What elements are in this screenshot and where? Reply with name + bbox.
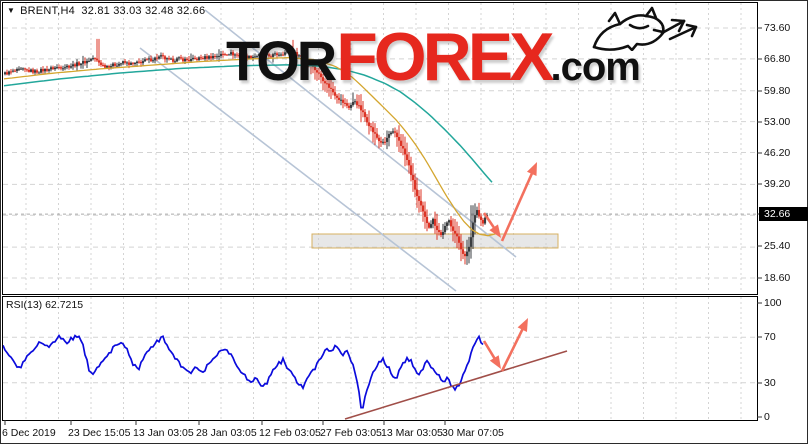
logo-text-com: .com [550, 45, 640, 89]
rsi-pane[interactable] [2, 318, 568, 420]
symbol-timeframe-label: BRENT,H4 [20, 5, 75, 17]
grid-layer [3, 3, 757, 419]
price-axis-label: 39.20 [764, 178, 791, 190]
rsi-axis-label: 70 [764, 331, 776, 343]
time-axis-label: 27 Feb 03:05 [320, 427, 382, 439]
price-axis-label: 25.40 [764, 240, 791, 252]
price-axis-label: 46.20 [764, 147, 791, 159]
rsi-forecast-arrows[interactable] [482, 318, 528, 372]
time-axis-label: 30 Mar 07:05 [442, 427, 504, 439]
ma-slow-line [3, 64, 493, 183]
time-axis-label: 28 Jan 03:05 [196, 427, 257, 439]
time-axis-label: 13 Mar 03:05 [381, 427, 443, 439]
descending-channel-line[interactable] [204, 9, 517, 258]
logo-text-tor: TOR [226, 29, 337, 92]
symbol-bar: ▼ BRENT,H4 32.81 33.03 32.48 32.66 [7, 5, 205, 17]
price-axis-label: 18.60 [764, 272, 791, 284]
time-axis-label: 13 Jan 03:05 [133, 427, 194, 439]
time-axis-label: 23 Dec 15:05 [68, 427, 131, 439]
time-axis[interactable]: 6 Dec 2019 23 Dec 15:05 13 Jan 03:05 28 Jan… [0, 424, 808, 444]
time-axis-label: 6 Dec 2019 [2, 427, 56, 439]
main-chart-pane[interactable] [3, 9, 757, 292]
price-axis-label: 66.80 [764, 53, 791, 65]
price-axis[interactable]: 73.60 66.80 59.80 53.00 46.20 39.20 25.40 18.60… [758, 0, 808, 424]
descending-channel-line[interactable] [139, 47, 457, 292]
rsi-axis-label: 0 [764, 411, 770, 423]
rsi-axis[interactable]: 100 70 30 0 [758, 0, 808, 424]
price-axis-label: 59.80 [764, 85, 791, 97]
current-price-tag: 32.66 [759, 207, 808, 221]
time-axis-label: 12 Feb 03:05 [259, 427, 321, 439]
torforex-logo: TOR FOREX .com [226, 18, 641, 96]
support-zone[interactable] [311, 233, 559, 249]
logo-text-forex: FOREX [336, 19, 554, 95]
rsi-trendline[interactable] [344, 350, 568, 420]
rsi-line [2, 334, 484, 409]
forecast-arrows[interactable] [482, 162, 537, 242]
price-axis-label: 53.00 [764, 116, 791, 128]
rsi-axis-label: 100 [764, 297, 782, 309]
price-axis-label: 73.60 [764, 22, 791, 34]
ma-fast-line [3, 56, 497, 237]
candles [4, 38, 489, 265]
rsi-indicator-label: RSI(13) 62.7215 [6, 299, 84, 311]
rsi-axis-label: 30 [764, 377, 776, 389]
bull-icon [592, 6, 698, 51]
collapse-indicators-icon[interactable]: ▼ [7, 6, 16, 15]
ohlc-values: 32.81 33.03 32.48 32.66 [81, 5, 206, 17]
